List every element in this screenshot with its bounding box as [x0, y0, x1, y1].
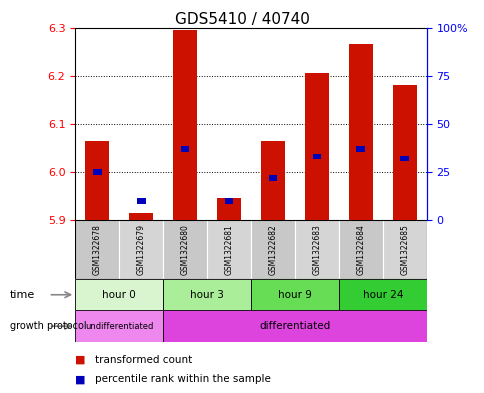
- Bar: [92, 169, 101, 175]
- Text: undifferentiated: undifferentiated: [85, 322, 153, 331]
- Bar: [75, 310, 163, 342]
- Text: GSM1322678: GSM1322678: [92, 224, 102, 275]
- Bar: [268, 175, 277, 181]
- Bar: [85, 141, 109, 220]
- Text: GSM1322685: GSM1322685: [399, 224, 408, 275]
- Bar: [163, 279, 251, 310]
- Text: differentiated: differentiated: [259, 321, 330, 331]
- Bar: [356, 146, 364, 152]
- Bar: [312, 154, 320, 160]
- Text: GSM1322680: GSM1322680: [180, 224, 189, 275]
- Text: transformed count: transformed count: [94, 354, 192, 365]
- Bar: [251, 220, 294, 279]
- Bar: [216, 198, 241, 220]
- Bar: [348, 44, 372, 220]
- Text: time: time: [10, 290, 35, 300]
- Bar: [251, 279, 338, 310]
- Bar: [163, 220, 207, 279]
- Bar: [180, 146, 189, 152]
- Text: GSM1322683: GSM1322683: [312, 224, 321, 275]
- Bar: [400, 156, 408, 162]
- Bar: [338, 279, 426, 310]
- Bar: [260, 141, 285, 220]
- Text: GSM1322682: GSM1322682: [268, 224, 277, 275]
- Text: GDS5410 / 40740: GDS5410 / 40740: [175, 12, 309, 27]
- Bar: [338, 220, 382, 279]
- Bar: [75, 279, 163, 310]
- Text: hour 9: hour 9: [277, 290, 311, 300]
- Text: hour 3: hour 3: [190, 290, 224, 300]
- Text: GSM1322679: GSM1322679: [136, 224, 145, 275]
- Text: hour 0: hour 0: [102, 290, 136, 300]
- Text: hour 24: hour 24: [362, 290, 402, 300]
- Bar: [119, 220, 163, 279]
- Bar: [382, 220, 426, 279]
- Bar: [207, 220, 251, 279]
- Bar: [136, 198, 145, 204]
- Text: percentile rank within the sample: percentile rank within the sample: [94, 374, 270, 384]
- Bar: [129, 213, 153, 220]
- Bar: [224, 198, 233, 204]
- Bar: [304, 73, 328, 220]
- Bar: [75, 220, 119, 279]
- Bar: [173, 30, 197, 220]
- Bar: [294, 220, 338, 279]
- Text: GSM1322681: GSM1322681: [224, 224, 233, 275]
- Text: ■: ■: [75, 374, 86, 384]
- Bar: [392, 85, 416, 220]
- Text: GSM1322684: GSM1322684: [356, 224, 364, 275]
- Text: growth protocol: growth protocol: [10, 321, 86, 331]
- Text: ■: ■: [75, 354, 86, 365]
- Bar: [163, 310, 426, 342]
